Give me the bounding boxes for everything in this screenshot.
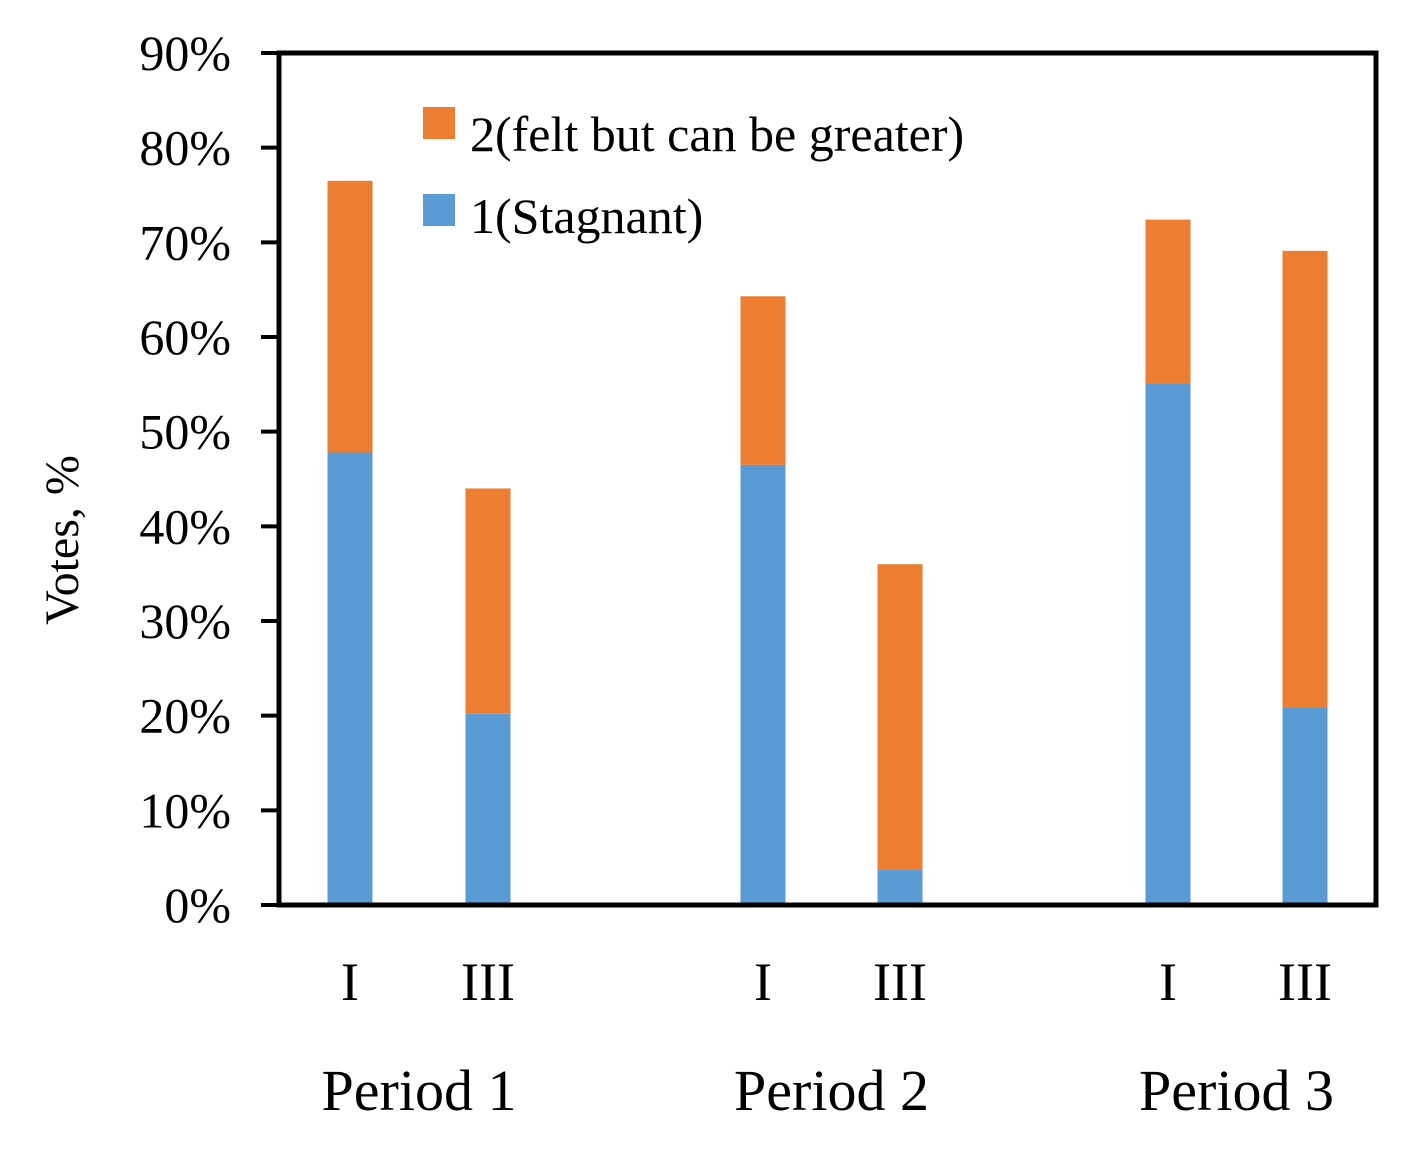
plot-area-frame (276, 50, 1379, 908)
y-tick-label: 90% (139, 25, 231, 81)
y-axis-label: Votes, % (36, 455, 89, 625)
bar-period-1-iii-1-stagnant (465, 713, 511, 905)
y-tick-label: 30% (139, 593, 231, 649)
legend-label-felt-but-can-be-greater: 2(felt but can be greater) (470, 106, 964, 162)
x-group-label: Period 2 (734, 1058, 929, 1123)
bar-period-2-i-1-stagnant (740, 464, 786, 905)
y-tick-label: 60% (139, 309, 231, 365)
x-category-label: III (873, 952, 927, 1012)
x-axis-category-labels: I III I III I III (341, 952, 1332, 1012)
x-category-label: III (1278, 952, 1332, 1012)
x-category-label: I (754, 952, 772, 1012)
y-tick-label: 50% (139, 404, 231, 460)
x-group-label: Period 3 (1139, 1058, 1334, 1123)
bars-layer (327, 180, 1328, 905)
legend-swatch-felt-but-can-be-greater (423, 107, 455, 139)
y-tick-label: 70% (139, 214, 231, 270)
x-axis-group-labels: Period 1 Period 2 Period 3 (322, 1058, 1334, 1123)
bar-period-1-i-1-stagnant (327, 452, 373, 905)
legend-label-stagnant: 1(Stagnant) (470, 188, 703, 244)
bar-period-2-iii-2-felt-but-can-be-greater (877, 564, 923, 870)
y-axis: 0% 10% 20% 30% 40% 50% 60% 70% 80% 90% (139, 25, 279, 933)
x-category-label: I (1159, 952, 1177, 1012)
bar-period-1-iii-2-felt-but-can-be-greater (465, 488, 511, 714)
legend-swatch-stagnant (423, 194, 455, 226)
x-category-label: III (461, 952, 515, 1012)
bar-period-3-iii-2-felt-but-can-be-greater (1282, 250, 1328, 708)
y-tick-label: 40% (139, 498, 231, 554)
x-category-label: I (341, 952, 359, 1012)
bar-period-3-i-2-felt-but-can-be-greater (1145, 219, 1191, 384)
y-tick-label: 0% (164, 877, 231, 933)
y-tick-label: 20% (139, 688, 231, 744)
y-tick-label: 80% (139, 120, 231, 176)
y-tick-label: 10% (139, 782, 231, 838)
bar-period-3-iii-1-stagnant (1282, 707, 1328, 905)
bar-period-2-iii-1-stagnant (877, 869, 923, 905)
bar-period-3-i-1-stagnant (1145, 383, 1191, 905)
x-group-label: Period 1 (322, 1058, 517, 1123)
bar-period-2-i-2-felt-but-can-be-greater (740, 296, 786, 465)
legend: 2(felt but can be greater) 1(Stagnant) (423, 106, 964, 244)
bar-period-1-i-2-felt-but-can-be-greater (327, 180, 373, 453)
